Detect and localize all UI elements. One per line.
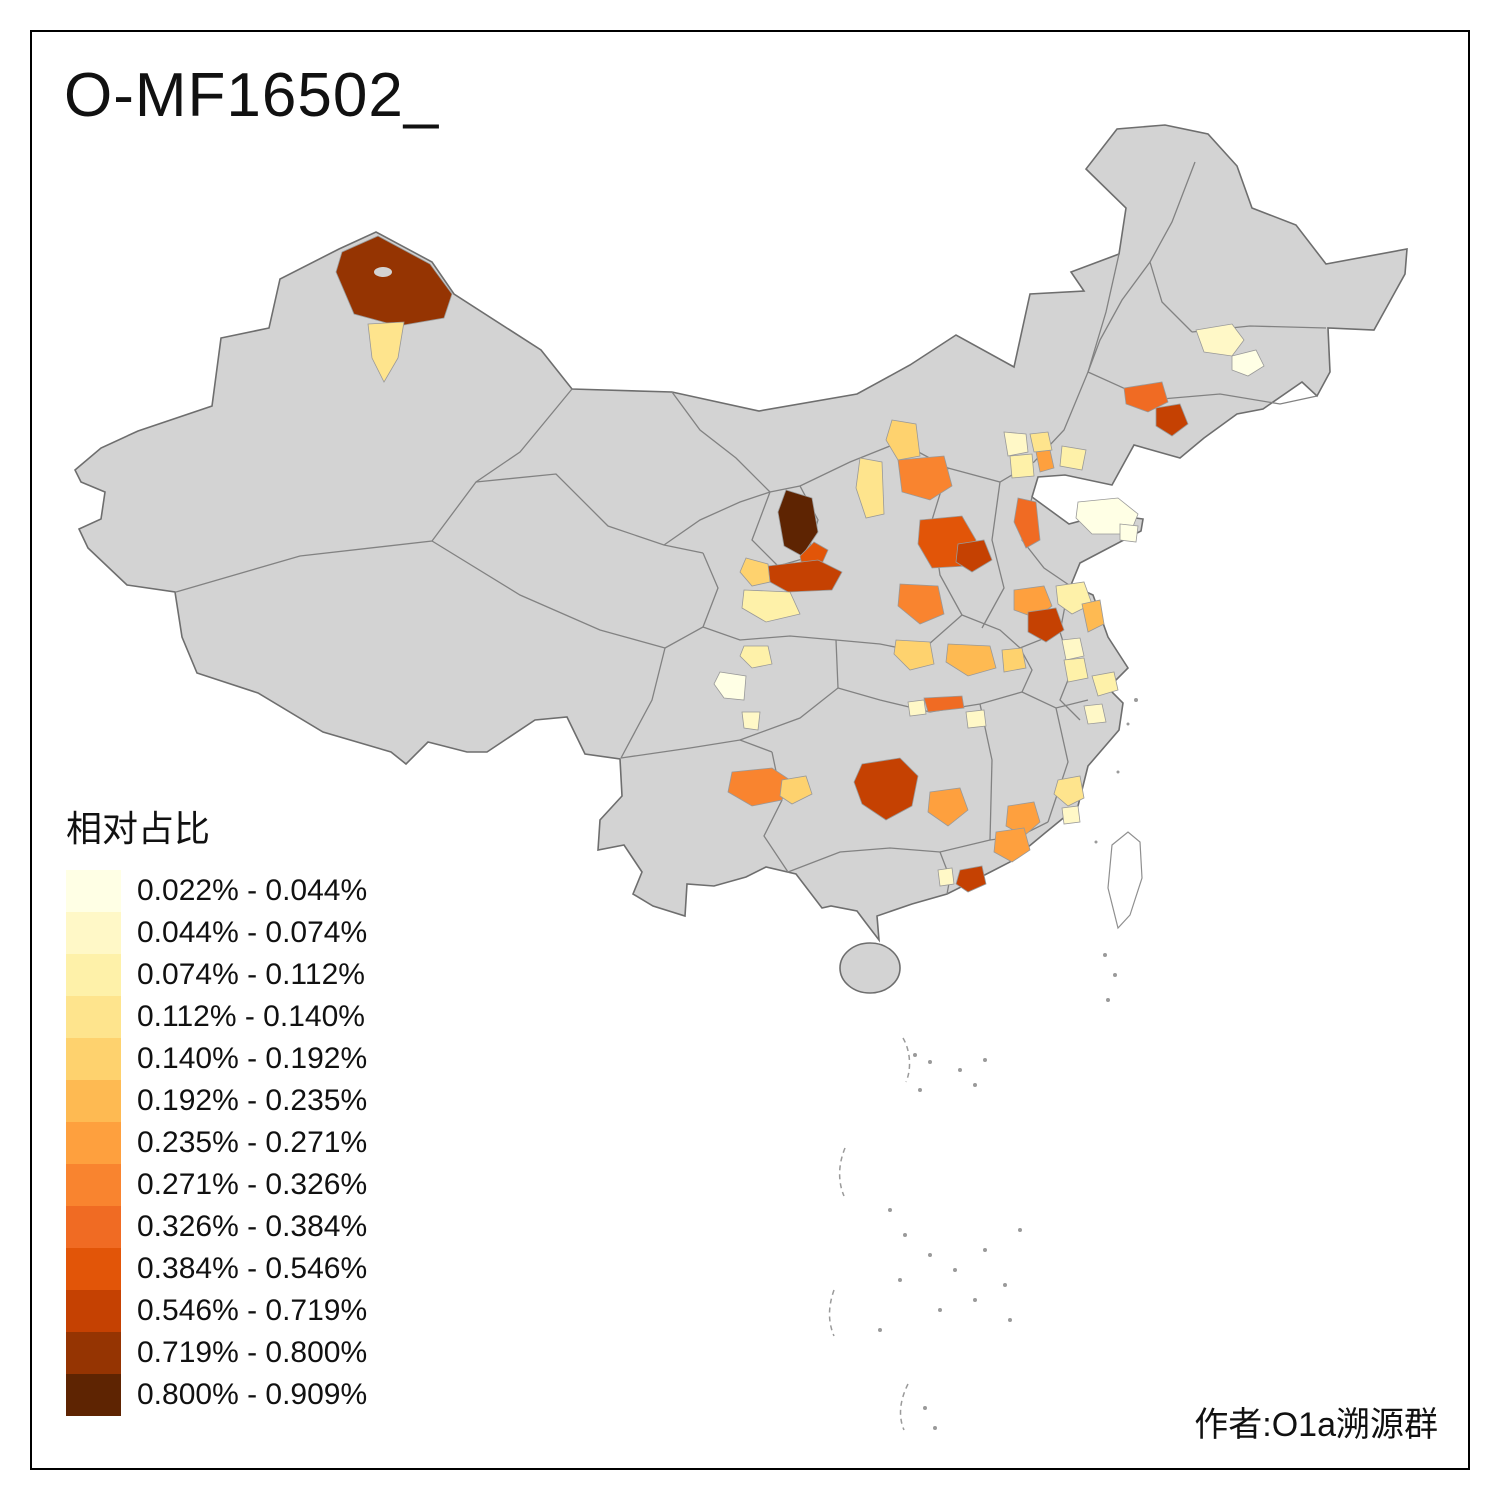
map-region	[993, 827, 1031, 863]
legend-row: 0.192% - 0.235%	[66, 1080, 367, 1122]
legend-swatch	[66, 1332, 121, 1374]
map-region	[1091, 671, 1119, 697]
legend-label: 0.192% - 0.235%	[137, 1084, 368, 1117]
legend-swatch	[66, 1206, 121, 1248]
map-region	[1003, 431, 1029, 457]
map-region	[713, 671, 747, 701]
legend-label: 0.235% - 0.271%	[137, 1126, 368, 1159]
map-region	[335, 235, 453, 327]
legend-row: 0.719% - 0.800%	[66, 1332, 367, 1374]
legend-label: 0.271% - 0.326%	[137, 1168, 368, 1201]
legend-row: 0.235% - 0.271%	[66, 1122, 367, 1164]
map-region	[937, 867, 955, 887]
map-region	[1155, 403, 1189, 437]
map-region	[923, 695, 965, 713]
map-region	[897, 455, 953, 501]
map-region	[853, 757, 919, 821]
map-region	[1083, 703, 1107, 725]
legend-swatch	[66, 1248, 121, 1290]
legend-row: 0.022% - 0.044%	[66, 870, 367, 912]
legend-row: 0.271% - 0.326%	[66, 1164, 367, 1206]
legend-swatch	[66, 1374, 121, 1416]
legend-swatch	[66, 996, 121, 1038]
map-region	[945, 643, 997, 677]
legend-swatch	[66, 1290, 121, 1332]
map-region	[965, 709, 987, 729]
page-title: O-MF16502_	[64, 61, 440, 130]
map-region	[1027, 607, 1065, 643]
legend: 相对占比 0.022% - 0.044% 0.044% - 0.074% 0.0…	[66, 800, 367, 1416]
legend-label: 0.022% - 0.044%	[137, 874, 368, 907]
map-region	[855, 457, 885, 519]
legend-row: 0.326% - 0.384%	[66, 1206, 367, 1248]
legend-row: 0.800% - 0.909%	[66, 1374, 367, 1416]
legend-swatch	[66, 1122, 121, 1164]
map-region	[885, 419, 921, 461]
legend-swatch	[66, 870, 121, 912]
legend-label: 0.044% - 0.074%	[137, 916, 368, 949]
map-region	[1061, 637, 1085, 661]
sea-islands	[828, 698, 1138, 1431]
map-region	[1195, 323, 1245, 357]
legend-row: 0.546% - 0.719%	[66, 1290, 367, 1332]
map-region	[739, 557, 771, 587]
legend-label: 0.112% - 0.140%	[137, 1000, 365, 1033]
hainan-island	[839, 942, 901, 994]
map-region	[727, 767, 791, 807]
legend-label: 0.140% - 0.192%	[137, 1042, 368, 1075]
legend-row: 0.112% - 0.140%	[66, 996, 367, 1038]
legend-label: 0.074% - 0.112%	[137, 958, 365, 991]
legend-swatch	[66, 954, 121, 996]
plot-frame	[30, 30, 1470, 1470]
map-region	[1119, 523, 1139, 543]
map-region	[1005, 801, 1041, 837]
legend-swatch	[66, 1080, 121, 1122]
map-region	[779, 775, 813, 805]
map-region	[1123, 381, 1169, 413]
legend-label: 0.326% - 0.384%	[137, 1210, 368, 1243]
map-region	[1053, 775, 1085, 807]
map-region	[955, 865, 987, 893]
legend-label: 0.384% - 0.546%	[137, 1252, 368, 1285]
map-region	[927, 787, 969, 827]
map-region	[1013, 497, 1041, 549]
legend-label: 0.546% - 0.719%	[137, 1294, 368, 1327]
legend-row: 0.384% - 0.546%	[66, 1248, 367, 1290]
map-region	[1029, 431, 1053, 453]
map-region	[907, 699, 927, 717]
map-region	[1001, 647, 1027, 673]
legend-row: 0.074% - 0.112%	[66, 954, 367, 996]
legend-row: 0.140% - 0.192%	[66, 1038, 367, 1080]
map-region	[1231, 349, 1265, 377]
legend-label: 0.719% - 0.800%	[137, 1336, 368, 1369]
legend-swatch	[66, 1164, 121, 1206]
map-region	[1061, 805, 1081, 825]
legend-swatch	[66, 912, 121, 954]
legend-title: 相对占比	[66, 808, 211, 849]
legend-swatch	[66, 1038, 121, 1080]
map-region	[739, 645, 773, 669]
map-region	[367, 321, 405, 383]
map-region	[897, 583, 945, 625]
attribution: 作者:O1a溯源群	[1194, 1406, 1438, 1444]
map-region	[741, 589, 801, 623]
map-region	[741, 711, 761, 731]
map-region	[1059, 445, 1087, 471]
lake-hole	[374, 267, 392, 277]
map-region	[1009, 453, 1035, 479]
legend-label: 0.800% - 0.909%	[137, 1378, 368, 1411]
map-region	[893, 639, 935, 671]
map-region	[955, 539, 993, 573]
map-region	[1081, 599, 1105, 633]
legend-row: 0.044% - 0.074%	[66, 912, 367, 954]
colored-prefectures	[335, 235, 1265, 893]
map-region	[1063, 657, 1089, 683]
taiwan-island	[1107, 831, 1143, 930]
